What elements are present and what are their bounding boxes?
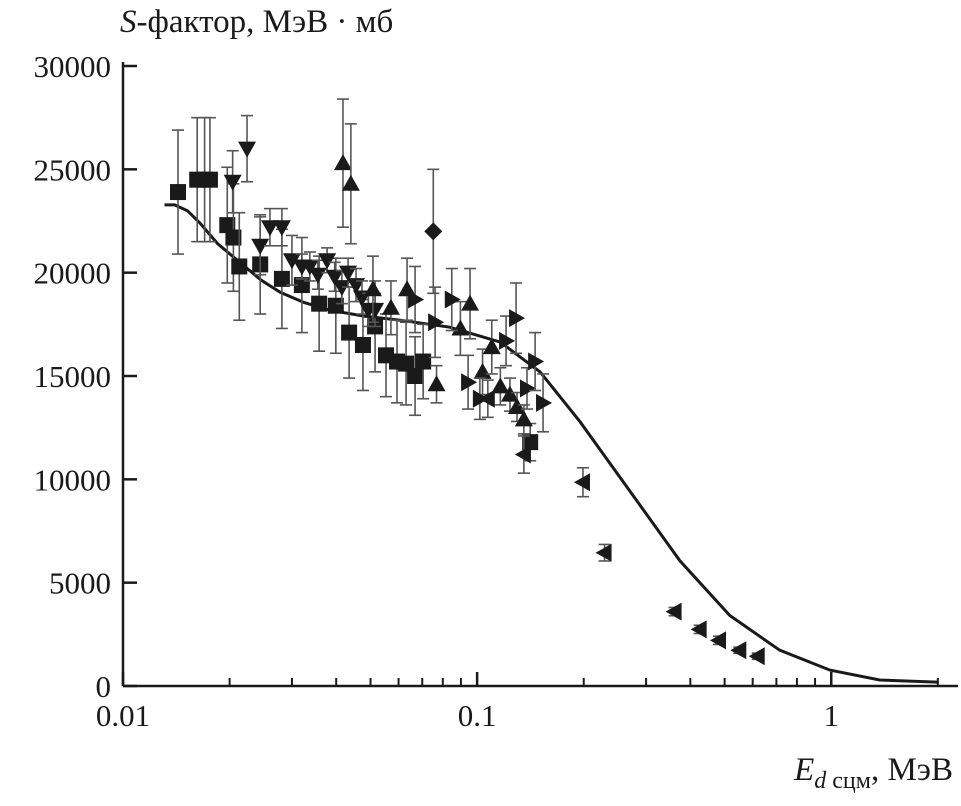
data-point-triangle-down [272, 220, 291, 237]
data-point-triangle-up [473, 362, 492, 379]
data-point-square [201, 171, 218, 188]
x-tick-label: 0.1 [458, 698, 497, 733]
data-point-triangle-down [238, 141, 257, 158]
y-tick-label: 25000 [34, 152, 112, 187]
y-tick-label: 20000 [34, 256, 112, 291]
series-right-triangles [408, 265, 553, 433]
data-point-triangle-right [499, 331, 516, 350]
data-point-triangle-up [514, 410, 533, 427]
data-point-triangle-up [491, 377, 510, 394]
data-point-triangle-down [339, 265, 358, 282]
data-point-triangle-down [223, 174, 242, 191]
data-point-square [170, 184, 187, 201]
data-point-square [407, 368, 424, 384]
data-point-triangle-up [398, 280, 417, 297]
y-tick-label: 0 [96, 669, 112, 704]
data-point-triangle-up [381, 298, 400, 315]
data-point-triangle-down [332, 280, 351, 297]
data-point-triangle-right [528, 352, 545, 371]
data-point-triangle-left [730, 641, 747, 660]
data-point-square [341, 324, 358, 341]
data-point-square [231, 258, 248, 275]
data-point-triangle-right [519, 379, 536, 398]
y-tick-label: 5000 [49, 566, 111, 601]
data-point-triangle-right [408, 290, 425, 309]
data-point-square [522, 434, 539, 451]
data-point-triangle-right [461, 373, 478, 392]
data-point-triangle-down [282, 253, 301, 270]
y-axis-title: S-фактор, МэВ · мб [120, 4, 393, 41]
data-point-triangle-left [514, 445, 531, 464]
y-axis-title-symbol: S [120, 4, 137, 40]
data-point-triangle-down [318, 253, 337, 270]
data-point-triangle-right [444, 290, 461, 309]
x-axis-title-subscript: d сцм [814, 768, 871, 794]
data-point-square [327, 297, 344, 314]
data-point-triangle-down [308, 267, 327, 284]
data-point-triangle-up [333, 154, 352, 171]
data-point-triangle-left [710, 631, 727, 650]
data-point-triangle-down [325, 269, 344, 286]
y-tick-label: 10000 [34, 462, 112, 497]
data-point-triangle-down [347, 278, 366, 295]
data-point-triangle-right [536, 393, 553, 412]
data-point-square [273, 270, 290, 287]
y-tick-label: 15000 [34, 359, 112, 394]
data-point-triangle-up [341, 174, 360, 191]
x-tick-label: 0.01 [96, 698, 150, 733]
data-point-square [219, 217, 236, 234]
data-point-triangle-up [451, 319, 470, 336]
data-point-square [415, 353, 432, 370]
data-point-triangle-down [366, 302, 385, 319]
series-diamond [424, 168, 443, 295]
data-point-triangle-left [595, 543, 612, 562]
series-down-triangles [223, 114, 385, 328]
data-point-triangle-up [427, 375, 446, 392]
data-point-triangle-down [251, 238, 270, 255]
data-point-triangle-up [482, 338, 501, 355]
data-point-diamond [424, 222, 443, 241]
data-point-triangle-left [690, 620, 707, 639]
data-point-triangle-left [748, 647, 765, 666]
data-point-triangle-left [478, 389, 495, 408]
data-point-triangle-up [363, 280, 382, 297]
x-axis-subscript-text: сцм [826, 768, 871, 794]
data-point-triangle-up [500, 385, 519, 402]
series-up-triangles [333, 98, 533, 435]
series-squares [170, 116, 539, 462]
data-point-square [311, 295, 328, 312]
data-point-triangle-left [665, 602, 682, 621]
x-axis-title: Ed сцм, МэВ [794, 752, 953, 794]
series-left-triangles [478, 379, 765, 666]
data-point-square [225, 229, 242, 246]
y-axis-title-text: -фактор, МэВ · мб [136, 4, 394, 40]
data-point-triangle-right [428, 313, 445, 332]
data-point-triangle-down [260, 220, 279, 237]
data-point-triangle-left [573, 473, 590, 492]
data-point-triangle-up [461, 294, 480, 311]
x-axis-subscript-d: d [814, 768, 827, 794]
data-point-triangle-right [509, 309, 526, 328]
data-point-triangle-up [507, 398, 526, 414]
x-axis-title-symbol: E [794, 752, 815, 788]
x-tick-label: 1 [823, 698, 839, 733]
y-tick-label: 30000 [34, 49, 112, 84]
data-point-square [398, 355, 415, 372]
data-point-triangle-down [300, 259, 319, 276]
x-axis-title-unit: , МэВ [870, 752, 953, 788]
data-point-square [354, 337, 371, 353]
